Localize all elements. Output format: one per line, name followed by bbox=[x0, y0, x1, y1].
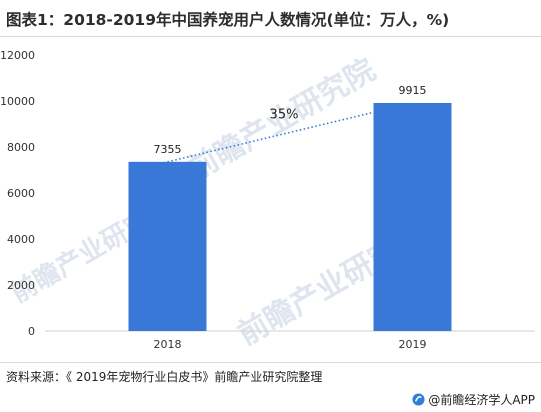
bar bbox=[373, 102, 452, 331]
title-divider bbox=[0, 36, 541, 37]
source-note: 资料来源：《 2019年宠物行业白皮书》前瞻产业研究院整理 bbox=[6, 370, 323, 384]
growth-label: 35% bbox=[270, 107, 299, 122]
y-tick-label: 2000 bbox=[7, 279, 35, 292]
y-tick-label: 4000 bbox=[7, 233, 35, 246]
y-tick-label: 10000 bbox=[0, 95, 35, 108]
brand-label: @前瞻经济学人APP bbox=[428, 393, 535, 407]
bar-chart: 0 2000 4000 6000 8000 10000 12000 7355 2018 9915 2… bbox=[0, 49, 535, 351]
y-tick-label: 12000 bbox=[0, 49, 35, 62]
brand-credit: @前瞻经济学人APP bbox=[412, 391, 535, 408]
y-tick-label: 0 bbox=[28, 325, 35, 338]
data-label: 7355 bbox=[154, 143, 182, 156]
brand-logo-icon bbox=[412, 393, 425, 406]
data-label: 9915 bbox=[399, 84, 427, 97]
source-divider bbox=[0, 362, 541, 363]
y-tick-label: 6000 bbox=[7, 187, 35, 200]
bar bbox=[128, 161, 207, 331]
x-tick-label: 2018 bbox=[154, 338, 182, 351]
x-tick-label: 2019 bbox=[399, 338, 427, 351]
chart-title: 图表1：2018-2019年中国养宠用户人数情况(单位：万人，%) bbox=[6, 11, 450, 29]
y-tick-label: 8000 bbox=[7, 141, 35, 154]
